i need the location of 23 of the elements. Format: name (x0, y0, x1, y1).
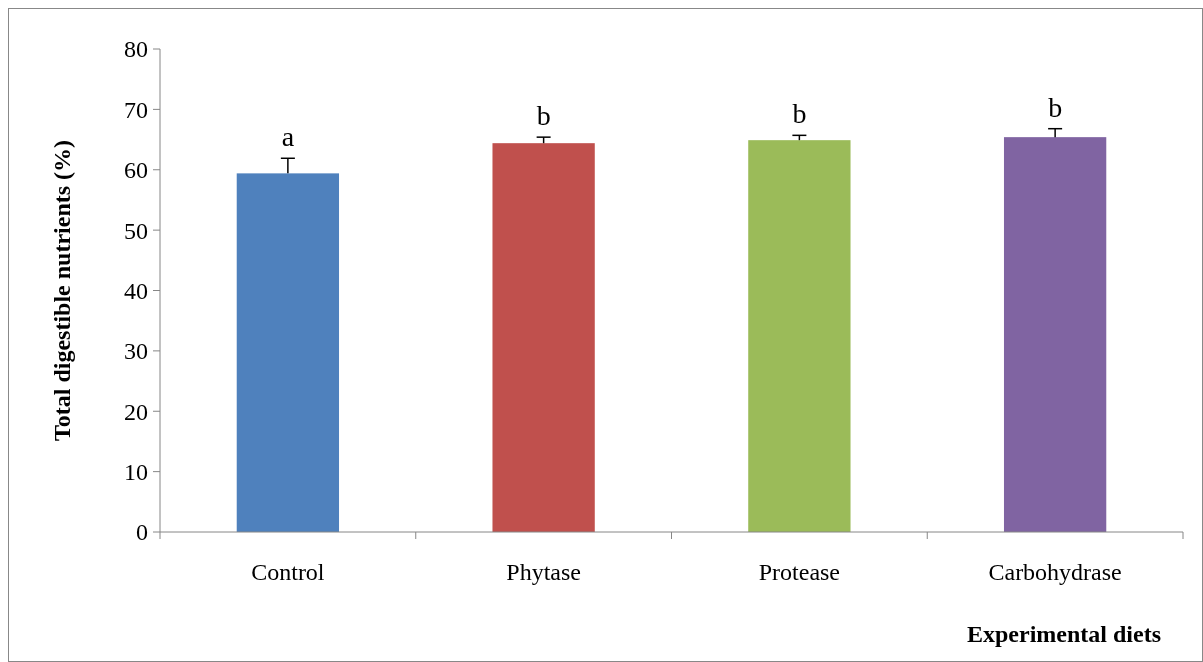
annotation: b (536, 100, 551, 132)
bar (492, 143, 595, 532)
y-tick-label: 0 (136, 519, 148, 546)
y-axis-title: Total digestible nutrients (%) (49, 139, 75, 442)
y-tick-label: 30 (124, 338, 148, 365)
y-tick-label: 20 (124, 398, 148, 425)
bar (236, 173, 340, 532)
x-axis-title: Experimental diets (967, 621, 1161, 647)
annotation: a (281, 121, 295, 153)
x-tick-label: Control (251, 559, 325, 585)
y-tick-label: 60 (124, 157, 148, 184)
y-tick-label: 10 (124, 459, 148, 486)
y-tick-label: 50 (124, 217, 148, 244)
bar (748, 140, 851, 532)
y-tick-label: 40 (124, 277, 148, 304)
x-tick-label: Protease (758, 559, 841, 585)
x-tick-label: Carbohydrase (988, 559, 1122, 585)
y-tick-label: 80 (124, 36, 148, 63)
y-tick-label: 70 (124, 96, 148, 123)
bar (1003, 137, 1107, 532)
annotation: b (792, 98, 807, 130)
annotation: b (1048, 91, 1063, 123)
x-tick-label: Phytase (506, 559, 581, 585)
